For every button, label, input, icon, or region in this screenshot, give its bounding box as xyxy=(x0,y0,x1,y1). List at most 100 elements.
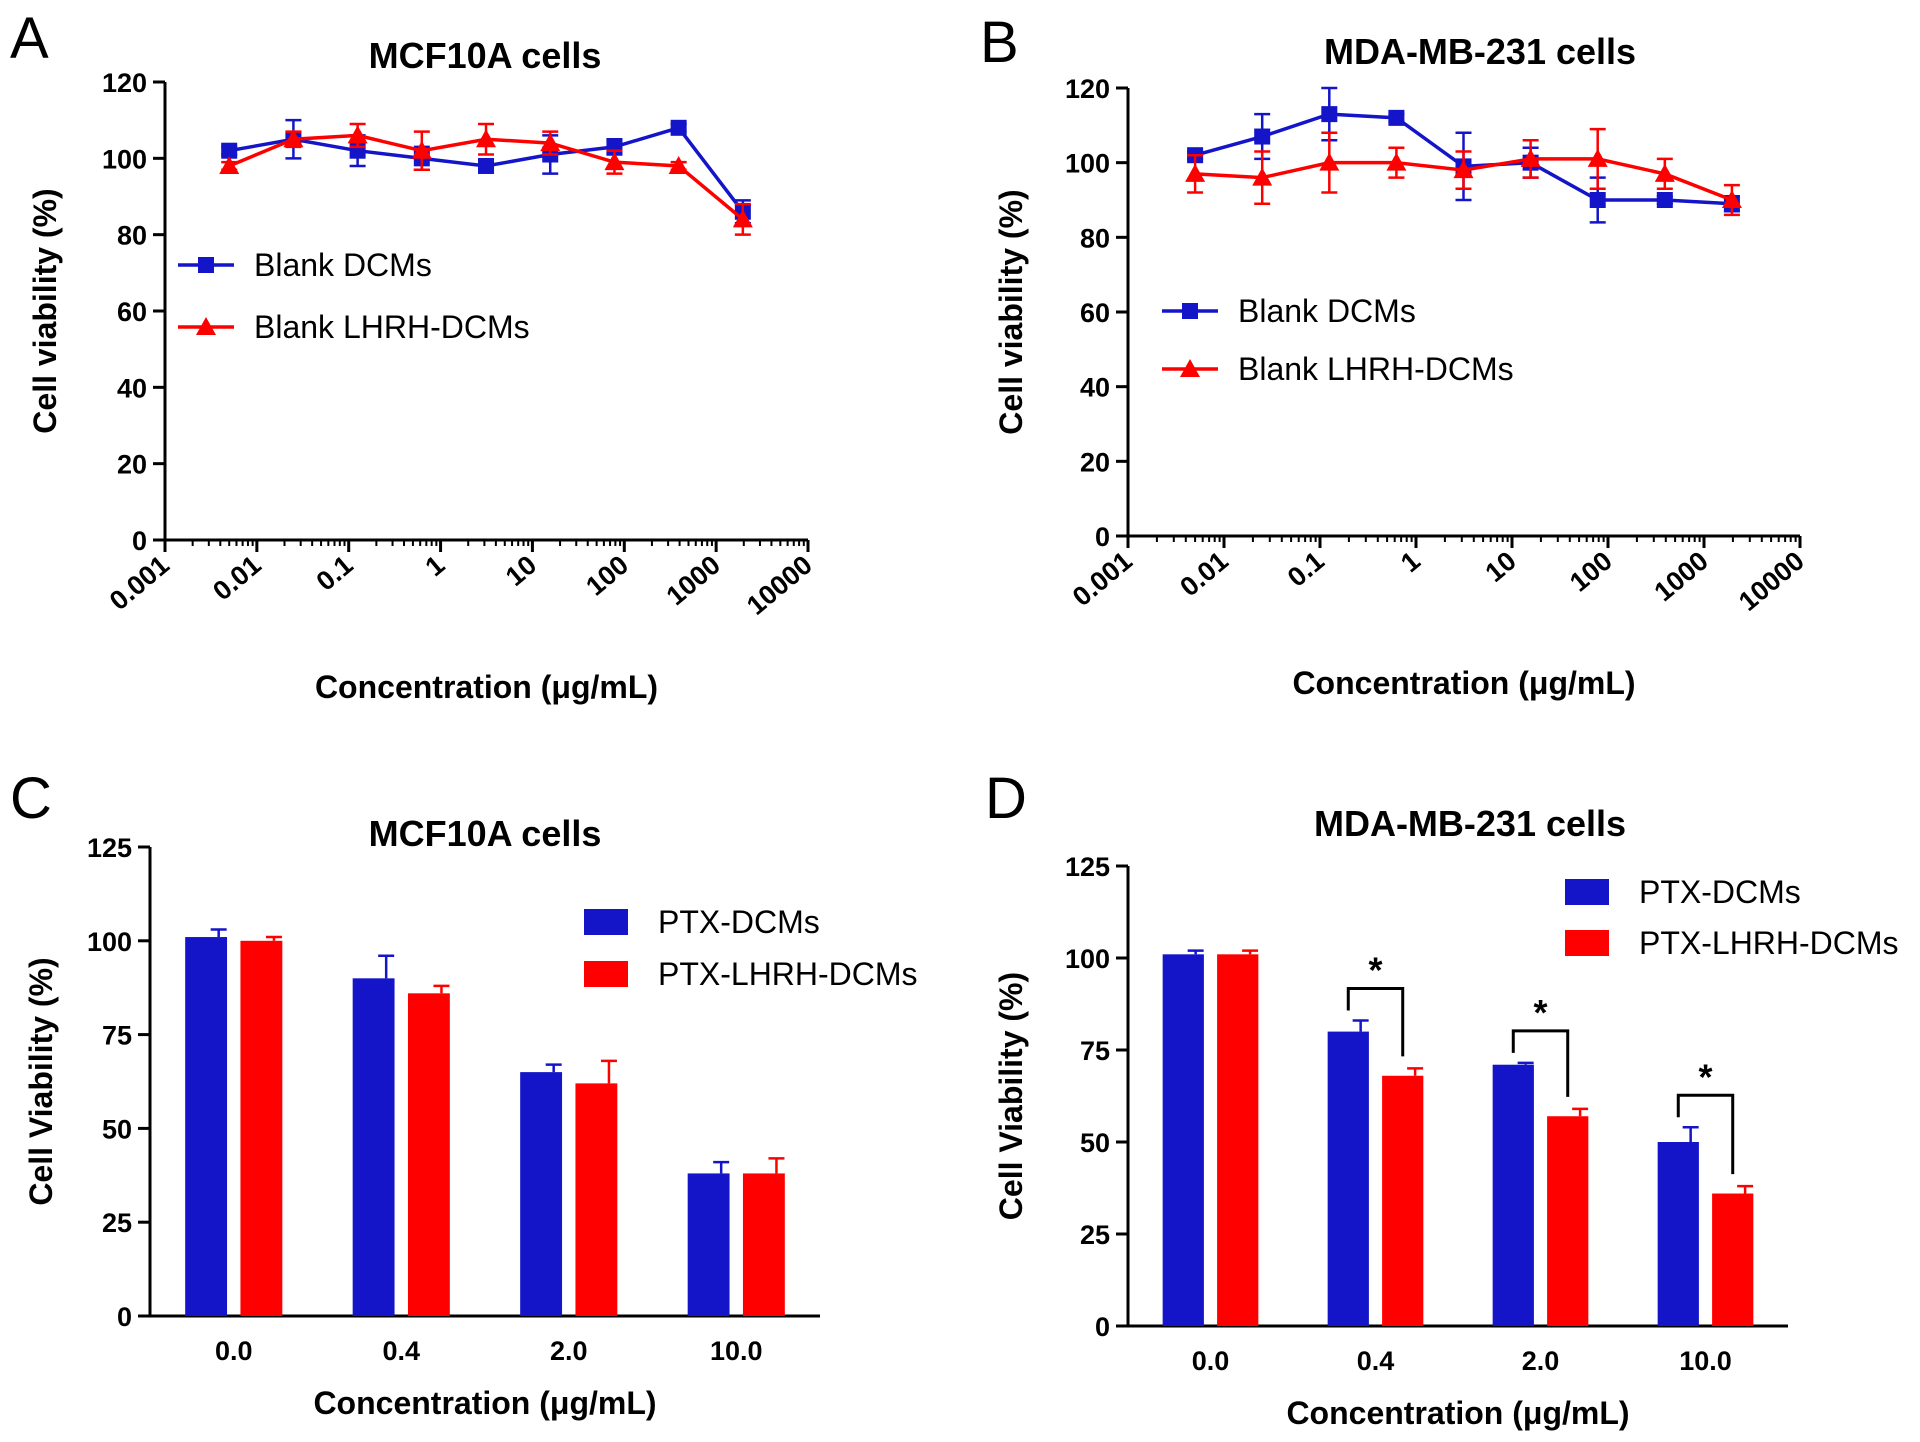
data-point xyxy=(1656,192,1673,208)
data-point xyxy=(219,155,240,174)
data-point xyxy=(1654,163,1675,182)
x-tick-label: 1000 xyxy=(1649,546,1714,608)
data-point xyxy=(1252,167,1273,186)
x-tick-label: 0.001 xyxy=(1067,546,1138,612)
data-point xyxy=(1388,109,1405,126)
legend-swatch xyxy=(1565,879,1609,905)
panel-c: C MCF10A cells 0 25 50 75 100 125 Cell Viability… xyxy=(10,766,918,1421)
legend: PTX-DCMs PTX-LHRH-DCMs xyxy=(1565,874,1899,961)
x-tick-label: 10 xyxy=(500,550,542,592)
y-tick-label: 20 xyxy=(1080,447,1110,477)
legend-label: PTX-LHRH-DCMs xyxy=(658,956,918,992)
legend-label: Blank LHRH-DCMs xyxy=(1238,351,1514,387)
legend-label: PTX-DCMs xyxy=(658,904,820,940)
x-tick-label: 1 xyxy=(1395,546,1426,579)
series-ptx-dcms xyxy=(1162,949,1699,1326)
significance-bracket: * xyxy=(1346,950,1405,1057)
x-tick-label: 100 xyxy=(1564,546,1618,598)
bar xyxy=(407,993,450,1316)
legend-label: PTX-LHRH-DCMs xyxy=(1639,925,1899,961)
data-point xyxy=(476,129,497,148)
chart-title: MDA-MB-231 cells xyxy=(1314,803,1626,844)
legend-marker xyxy=(198,257,214,273)
bracket-line xyxy=(1676,1093,1735,1175)
legend-swatch xyxy=(1565,930,1609,956)
panel-letter: C xyxy=(10,766,52,831)
significance-star: * xyxy=(1698,1056,1712,1097)
x-tick-label: 100 xyxy=(580,550,634,602)
x-tick-label: 0.01 xyxy=(207,550,267,607)
y-tick-label: 120 xyxy=(1065,74,1110,104)
x-tick-label: 0.0 xyxy=(215,1336,253,1366)
data-point xyxy=(1721,190,1742,208)
bar xyxy=(742,1173,785,1316)
panel-letter: A xyxy=(10,6,49,71)
bar xyxy=(240,940,283,1316)
y-tick-label: 60 xyxy=(117,297,147,327)
series-blank-lhrh-dcms xyxy=(219,122,753,236)
y-tick-label: 0 xyxy=(117,1302,132,1332)
x-tick-label: 0.1 xyxy=(1282,546,1330,593)
chart-title: MDA-MB-231 cells xyxy=(1324,31,1636,72)
data-point xyxy=(1321,106,1338,123)
bar xyxy=(687,1173,730,1316)
chart-title: MCF10A cells xyxy=(369,813,602,854)
x-tick-label: 10.0 xyxy=(1679,1346,1732,1376)
data-point xyxy=(670,119,687,136)
data-point xyxy=(221,142,238,159)
data-point xyxy=(1587,148,1608,167)
y-tick-label: 0 xyxy=(1095,522,1110,552)
x-tick-label: 2.0 xyxy=(550,1336,588,1366)
significance-bracket: * xyxy=(1511,992,1570,1097)
bar xyxy=(1712,1193,1754,1326)
data-point xyxy=(1453,160,1474,179)
data-point xyxy=(1589,192,1606,208)
x-tick-label: 0.1 xyxy=(311,550,359,597)
data-point xyxy=(1520,148,1541,167)
x-tick-label: 1 xyxy=(420,550,451,583)
data-point xyxy=(1185,163,1206,182)
panel-a: A MCF10A cells 0 20 40 60 80 100 120 Cell viabili… xyxy=(10,6,818,705)
x-tick-label: 0.01 xyxy=(1174,546,1234,603)
bar xyxy=(185,937,228,1316)
y-tick-label: 40 xyxy=(1080,373,1110,403)
panel-letter: D xyxy=(985,766,1027,831)
y-tick-label: 50 xyxy=(102,1114,132,1144)
data-point xyxy=(411,140,432,159)
y-tick-label: 0 xyxy=(132,526,147,556)
legend-label: Blank DCMs xyxy=(254,247,432,283)
bar xyxy=(1327,1031,1369,1326)
x-tick-label: 10000 xyxy=(1733,546,1810,617)
bar xyxy=(1217,954,1259,1326)
y-axis-label: Cell viability (%) xyxy=(993,189,1029,434)
x-tick-label: 10000 xyxy=(741,550,818,621)
x-tick-label: 2.0 xyxy=(1522,1346,1560,1376)
y-tick-label: 20 xyxy=(117,450,147,480)
y-tick-label: 125 xyxy=(87,833,132,863)
legend: PTX-DCMs PTX-LHRH-DCMs xyxy=(584,904,918,992)
y-tick-label: 80 xyxy=(117,221,147,251)
x-tick-label: 0.4 xyxy=(1357,1346,1395,1376)
bracket-line xyxy=(1346,987,1405,1057)
series-ptx-lhrh-dcms xyxy=(240,935,785,1316)
legend-swatch xyxy=(584,961,628,987)
bar xyxy=(520,1072,563,1316)
x-tick-label: 0.4 xyxy=(382,1336,420,1366)
x-tick-label: 10 xyxy=(1480,546,1522,588)
y-tick-label: 60 xyxy=(1080,298,1110,328)
data-point xyxy=(604,152,625,171)
x-tick-label: 10.0 xyxy=(710,1336,763,1366)
data-point xyxy=(1254,128,1271,145)
significance-star: * xyxy=(1368,950,1382,991)
y-tick-label: 0 xyxy=(1095,1312,1110,1342)
y-axis-label: Cell Viability (%) xyxy=(993,972,1029,1220)
x-tick-label: 0.0 xyxy=(1192,1346,1230,1376)
legend: Blank DCMs Blank LHRH-DCMs xyxy=(1162,293,1514,387)
series-blank-lhrh-dcms xyxy=(1185,127,1742,217)
data-point xyxy=(668,155,689,174)
bar xyxy=(1657,1142,1699,1326)
panel-letter: B xyxy=(980,10,1019,75)
y-tick-label: 100 xyxy=(1065,149,1110,179)
x-axis-label: Concentration (μg/mL) xyxy=(315,669,658,705)
